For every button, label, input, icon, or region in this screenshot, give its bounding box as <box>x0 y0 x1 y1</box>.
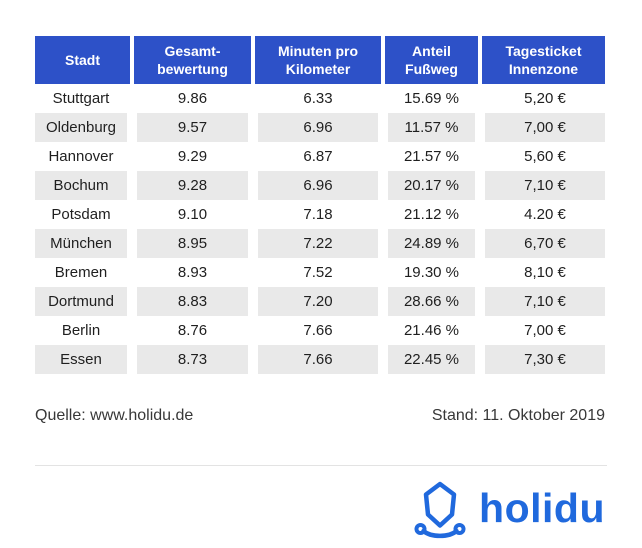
cell-tagesticket: 8,10 € <box>480 258 605 287</box>
cell-fussweg: 20.17 % <box>383 171 480 200</box>
cell-minuten: 7.52 <box>253 258 383 287</box>
table-row-bremen: Bremen 8.93 7.52 19.30 % 8,10 € <box>35 258 605 287</box>
cell-fussweg: 28.66 % <box>383 287 480 316</box>
table-row-potsdam: Potsdam 9.10 7.18 21.12 % 4.20 € <box>35 200 605 229</box>
cell-fussweg: 19.30 % <box>383 258 480 287</box>
cell-minuten: 7.18 <box>253 200 383 229</box>
holidu-logo: holidu <box>414 481 605 539</box>
column-header-tagesticket-innenzone: Tagesticket Innenzone <box>480 36 605 84</box>
cell-gesamtbewertung: 8.83 <box>132 287 253 316</box>
cell-minuten: 7.20 <box>253 287 383 316</box>
table-row-hannover: Hannover 9.29 6.87 21.57 % 5,60 € <box>35 142 605 171</box>
header-row: Stadt Gesamt- bewertung Minuten pro Kilo… <box>35 36 605 84</box>
column-header-minuten-pro-kilometer: Minuten pro Kilometer <box>253 36 383 84</box>
cell-gesamtbewertung: 8.95 <box>132 229 253 258</box>
cell-stadt: Oldenburg <box>35 113 132 142</box>
table-row-oldenburg: Oldenburg 9.57 6.96 11.57 % 7,00 € <box>35 113 605 142</box>
cell-gesamtbewertung: 9.86 <box>132 84 253 113</box>
cell-fussweg: 24.89 % <box>383 229 480 258</box>
logo-row: holidu <box>35 479 605 541</box>
cell-stadt: Stuttgart <box>35 84 132 113</box>
cell-tagesticket: 7,10 € <box>480 171 605 200</box>
cell-stadt: Berlin <box>35 316 132 345</box>
cell-minuten: 6.96 <box>253 113 383 142</box>
cell-tagesticket: 4.20 € <box>480 200 605 229</box>
cell-gesamtbewertung: 9.28 <box>132 171 253 200</box>
table-row-dortmund: Dortmund 8.83 7.20 28.66 % 7,10 € <box>35 287 605 316</box>
cell-tagesticket: 7,30 € <box>480 345 605 374</box>
cell-tagesticket: 6,70 € <box>480 229 605 258</box>
cell-gesamtbewertung: 9.10 <box>132 200 253 229</box>
cell-minuten: 7.66 <box>253 345 383 374</box>
cell-minuten: 6.87 <box>253 142 383 171</box>
cell-tagesticket: 7,10 € <box>480 287 605 316</box>
cell-minuten: 7.22 <box>253 229 383 258</box>
city-ranking-table: Stadt Gesamt- bewertung Minuten pro Kilo… <box>35 36 605 374</box>
cell-fussweg: 22.45 % <box>383 345 480 374</box>
meta-row: Quelle: www.holidu.de Stand: 11. Oktober… <box>35 407 605 425</box>
table-row-berlin: Berlin 8.76 7.66 21.46 % 7,00 € <box>35 316 605 345</box>
cell-stadt: Potsdam <box>35 200 132 229</box>
cell-stadt: Hannover <box>35 142 132 171</box>
cell-gesamtbewertung: 8.73 <box>132 345 253 374</box>
table-row-muenchen: München 8.95 7.22 24.89 % 6,70 € <box>35 229 605 258</box>
cell-tagesticket: 5,60 € <box>480 142 605 171</box>
cell-stadt: Bochum <box>35 171 132 200</box>
divider <box>35 465 607 466</box>
cell-gesamtbewertung: 8.93 <box>132 258 253 287</box>
cell-tagesticket: 5,20 € <box>480 84 605 113</box>
cell-minuten: 7.66 <box>253 316 383 345</box>
column-header-stadt: Stadt <box>35 36 132 84</box>
cell-stadt: Bremen <box>35 258 132 287</box>
cell-minuten: 6.96 <box>253 171 383 200</box>
cell-fussweg: 21.46 % <box>383 316 480 345</box>
cell-fussweg: 21.57 % <box>383 142 480 171</box>
column-header-gesamtbewertung: Gesamt- bewertung <box>132 36 253 84</box>
cell-tagesticket: 7,00 € <box>480 113 605 142</box>
source-label: Quelle: www.holidu.de <box>35 407 194 424</box>
cell-gesamtbewertung: 9.57 <box>132 113 253 142</box>
cell-gesamtbewertung: 9.29 <box>132 142 253 171</box>
cell-stadt: Essen <box>35 345 132 374</box>
holidu-gem-house-icon <box>414 481 466 539</box>
cell-gesamtbewertung: 8.76 <box>132 316 253 345</box>
table-row-stuttgart: Stuttgart 9.86 6.33 15.69 % 5,20 € <box>35 84 605 113</box>
column-header-anteil-fussweg: Anteil Fußweg <box>383 36 480 84</box>
cell-fussweg: 11.57 % <box>383 113 480 142</box>
cell-fussweg: 21.12 % <box>383 200 480 229</box>
table-row-essen: Essen 8.73 7.66 22.45 % 7,30 € <box>35 345 605 374</box>
table-row-bochum: Bochum 9.28 6.96 20.17 % 7,10 € <box>35 171 605 200</box>
cell-tagesticket: 7,00 € <box>480 316 605 345</box>
table-body: Stuttgart 9.86 6.33 15.69 % 5,20 € Olden… <box>35 84 605 374</box>
cell-stadt: Dortmund <box>35 287 132 316</box>
holidu-wordmark: holidu <box>479 484 605 531</box>
date-label: Stand: 11. Oktober 2019 <box>431 407 605 424</box>
cell-minuten: 6.33 <box>253 84 383 113</box>
cell-stadt: München <box>35 229 132 258</box>
cell-fussweg: 15.69 % <box>383 84 480 113</box>
table-header: Stadt Gesamt- bewertung Minuten pro Kilo… <box>35 36 605 84</box>
